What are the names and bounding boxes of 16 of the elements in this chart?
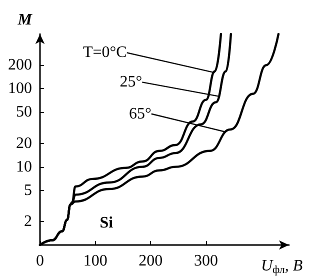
y-tick-label: 20: [16, 134, 32, 152]
x-tick-label: 200: [138, 252, 163, 270]
y-tick-label: 100: [8, 80, 32, 98]
annotation: 65°: [128, 105, 152, 122]
annotation: Si: [100, 214, 114, 232]
y-tick-label: 200: [8, 56, 32, 74]
y-tick-label: 2: [24, 212, 32, 230]
x-tick-label: 0: [36, 252, 44, 270]
y-tick-label: 5: [24, 182, 32, 199]
x-tick-label: 300: [194, 252, 218, 270]
x-tick-label: 100: [83, 252, 108, 270]
y-tick-label: 50: [16, 104, 32, 121]
y-axis-title: M: [16, 12, 33, 28]
annotation: T=0°C: [82, 44, 127, 62]
y-tick-label: 10: [16, 158, 32, 176]
annotation: 25°: [120, 74, 142, 91]
